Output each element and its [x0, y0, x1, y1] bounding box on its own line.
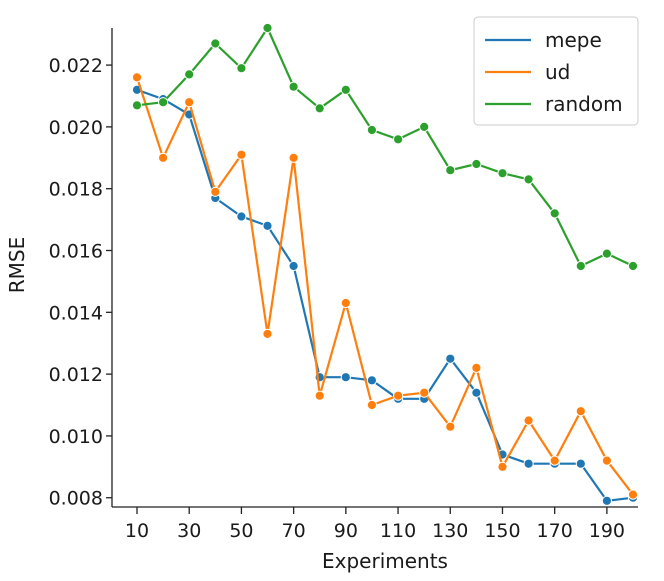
- y-tick-label: 0.010: [49, 426, 103, 448]
- y-tick-label: 0.016: [49, 241, 103, 263]
- data-point-random: [288, 81, 299, 92]
- legend-box: [473, 16, 639, 126]
- data-point-ud: [314, 390, 325, 401]
- legend-label-ud: ud: [545, 60, 570, 84]
- legend-label-random: random: [545, 92, 623, 116]
- data-point-random: [601, 248, 613, 259]
- series-ud: [131, 72, 639, 500]
- x-tick-label: 150: [484, 520, 520, 542]
- data-point-ud: [288, 152, 299, 163]
- data-point-random: [497, 168, 508, 179]
- data-point-random: [445, 165, 456, 176]
- legend: mepe ud random: [473, 16, 639, 126]
- data-point-mepe: [575, 458, 586, 469]
- data-point-random: [366, 124, 377, 136]
- series: [131, 22, 639, 506]
- data-point-ud: [236, 149, 247, 160]
- data-point-ud: [627, 489, 639, 500]
- y-tick-label: 0.018: [49, 179, 103, 201]
- y-axis-title: RMSE: [5, 237, 29, 293]
- data-point-random: [627, 260, 639, 272]
- series-mepe: [131, 84, 639, 506]
- data-point-random: [210, 38, 221, 49]
- x-tick-label: 90: [334, 520, 358, 542]
- data-point-random: [131, 100, 143, 111]
- axes: [111, 28, 638, 508]
- data-point-random: [523, 174, 534, 185]
- data-point-ud: [340, 297, 351, 309]
- y-tick-label: 0.020: [49, 117, 103, 139]
- x-tick-label: 30: [177, 520, 201, 542]
- y-tick-label: 0.014: [49, 302, 103, 324]
- data-point-mepe: [366, 375, 377, 386]
- data-point-ud: [445, 421, 456, 432]
- x-tick-label: 130: [432, 520, 468, 542]
- series-line-ud: [135, 77, 634, 496]
- data-point-mepe: [236, 211, 247, 222]
- y-tick-label: 0.022: [49, 55, 103, 77]
- x-tick-label: 170: [537, 520, 573, 542]
- data-point-ud: [549, 455, 560, 466]
- series-random: [131, 22, 639, 272]
- legend-label-mepe: mepe: [545, 28, 602, 52]
- data-point-ud: [131, 72, 143, 83]
- x-tick-label: 70: [282, 520, 306, 542]
- y-ticks: 0.008 0.010 0.012 0.014 0.016 0.018 0.020 0.022: [49, 55, 112, 510]
- x-tick-label: 50: [229, 520, 253, 542]
- x-tick-label: 190: [589, 520, 625, 542]
- x-tick-label: 110: [380, 520, 416, 542]
- data-point-random: [471, 158, 482, 170]
- series-line-random: [136, 26, 634, 268]
- x-ticks: 10 30 50 70 90 110 130 150 170 190: [125, 507, 625, 542]
- y-tick-label: 0.012: [49, 364, 103, 386]
- data-point-random: [158, 97, 169, 108]
- data-point-ud: [419, 387, 430, 398]
- data-point-random: [236, 63, 247, 74]
- x-axis-title: Experiments: [322, 549, 448, 573]
- data-point-ud: [471, 362, 482, 373]
- data-point-random: [184, 69, 195, 80]
- data-point-ud: [366, 399, 377, 411]
- data-point-mepe: [445, 353, 456, 364]
- data-point-mepe: [601, 495, 613, 506]
- data-point-mepe: [471, 387, 482, 398]
- data-point-random: [340, 84, 351, 95]
- x-tick-label: 10: [125, 520, 149, 542]
- data-point-ud: [575, 406, 586, 417]
- data-point-mepe: [288, 260, 299, 272]
- data-point-ud: [210, 186, 221, 197]
- data-point-ud: [601, 455, 613, 466]
- data-point-random: [314, 103, 325, 114]
- data-point-random: [393, 134, 404, 145]
- data-point-random: [575, 260, 586, 272]
- data-point-ud: [262, 328, 273, 339]
- data-point-mepe: [523, 458, 534, 469]
- y-tick-label: 0.008: [49, 488, 103, 510]
- data-point-ud: [184, 97, 195, 108]
- data-point-mepe: [262, 220, 273, 231]
- data-point-random: [419, 121, 430, 133]
- data-point-mepe: [340, 372, 351, 383]
- series-line-mepe: [136, 88, 634, 502]
- data-point-random: [549, 208, 560, 219]
- data-point-random: [262, 22, 273, 34]
- data-point-ud: [523, 415, 534, 426]
- data-point-ud: [158, 152, 169, 163]
- data-point-ud: [393, 390, 404, 401]
- data-point-ud: [497, 461, 508, 472]
